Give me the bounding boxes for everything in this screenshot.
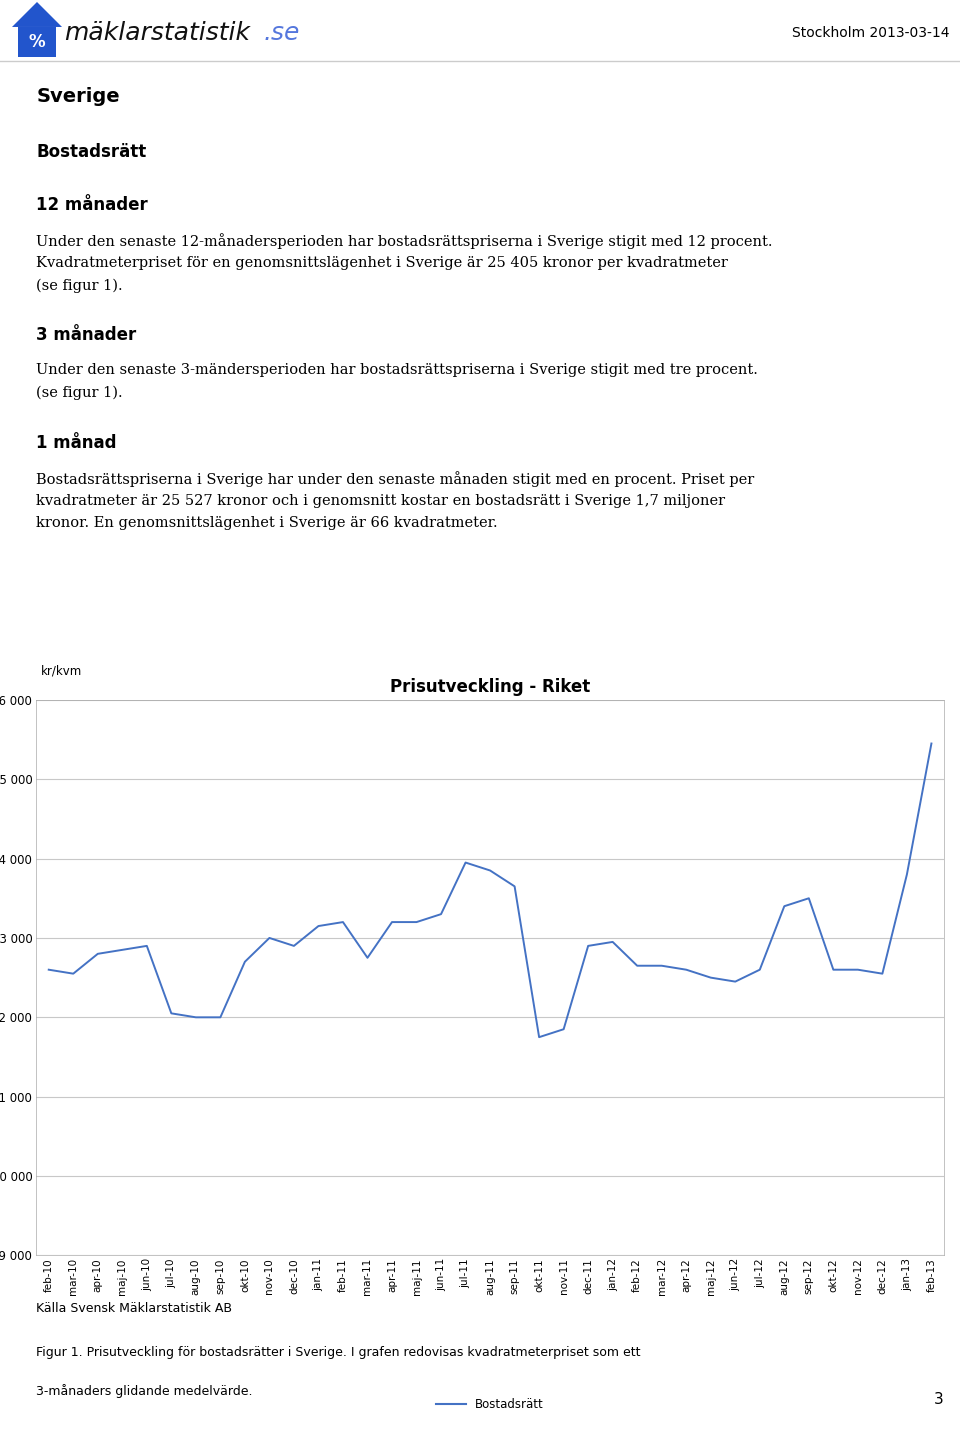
Polygon shape (12, 1, 62, 27)
Text: .se: .se (264, 22, 300, 45)
Text: Figur 1. Prisutveckling för bostadsrätter i Sverige. I grafen redovisas kvadratm: Figur 1. Prisutveckling för bostadsrätte… (36, 1345, 641, 1359)
Legend: Bostadsrätt: Bostadsrätt (431, 1394, 549, 1416)
Text: Källa Svensk Mäklarstatistik AB: Källa Svensk Mäklarstatistik AB (36, 1302, 232, 1315)
Text: 3: 3 (934, 1392, 944, 1407)
Text: kvadratmeter är 25 527 kronor och i genomsnitt kostar en bostadsrätt i Sverige 1: kvadratmeter är 25 527 kronor och i geno… (36, 494, 726, 508)
Text: Under den senaste 12-månadersperioden har bostadsrättspriserna i Sverige stigit : Under den senaste 12-månadersperioden ha… (36, 232, 773, 248)
Text: Sverige: Sverige (36, 87, 120, 107)
Text: %: % (29, 33, 45, 51)
Text: (se figur 1).: (se figur 1). (36, 385, 123, 400)
Text: 1 månad: 1 månad (36, 434, 117, 452)
Text: Bostadsrätt: Bostadsrätt (36, 143, 147, 162)
Text: 3 månader: 3 månader (36, 326, 136, 343)
Text: Bostadsrättspriserna i Sverige har under den senaste månaden stigit med en proce: Bostadsrättspriserna i Sverige har under… (36, 470, 755, 486)
FancyBboxPatch shape (18, 27, 56, 56)
Text: 3-månaders glidande medelvärde.: 3-månaders glidande medelvärde. (36, 1384, 253, 1398)
Text: (se figur 1).: (se figur 1). (36, 278, 123, 293)
Text: Under den senaste 3-mändersperioden har bostadsrättspriserna i Sverige stigit me: Under den senaste 3-mändersperioden har … (36, 364, 758, 377)
Text: kr/kvm: kr/kvm (41, 665, 83, 678)
Text: 12 månader: 12 månader (36, 196, 148, 214)
Text: kronor. En genomsnittslägenhet i Sverige är 66 kvadratmeter.: kronor. En genomsnittslägenhet i Sverige… (36, 517, 498, 531)
Text: Kvadratmeterpriset för en genomsnittslägenhet i Sverige är 25 405 kronor per kva: Kvadratmeterpriset för en genomsnittsläg… (36, 255, 729, 270)
Text: Stockholm 2013-03-14: Stockholm 2013-03-14 (793, 26, 950, 40)
Title: Prisutveckling - Riket: Prisutveckling - Riket (390, 678, 590, 696)
Text: mäklarstatistik: mäklarstatistik (64, 22, 250, 45)
